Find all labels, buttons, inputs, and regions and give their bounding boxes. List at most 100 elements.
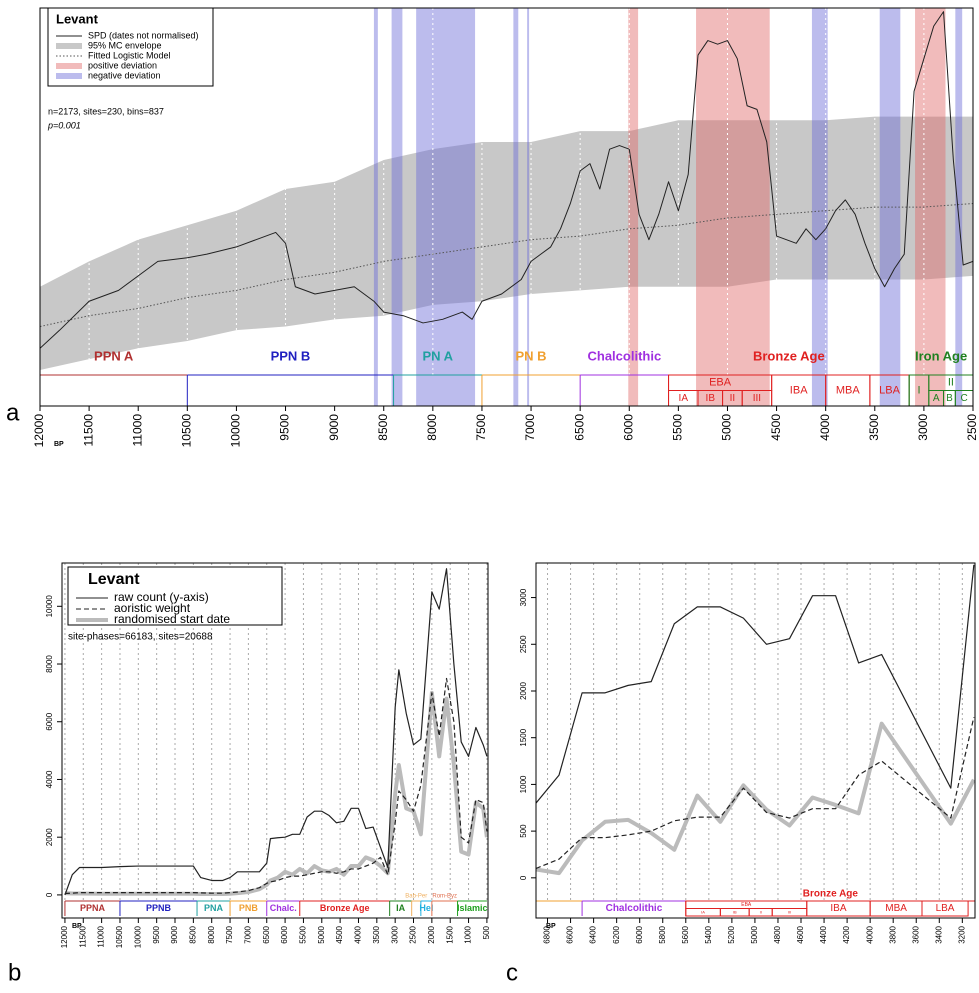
x-tick-label: 11000 bbox=[97, 925, 106, 947]
plot-area bbox=[536, 563, 975, 901]
x-tick-label: 6800 bbox=[543, 925, 552, 943]
period-label: Chalcolithic bbox=[588, 348, 662, 363]
x-tick-label: 3000 bbox=[390, 925, 399, 943]
x-tick-label: 6000 bbox=[280, 925, 289, 943]
period-label: PN B bbox=[516, 348, 547, 363]
negative-deviation bbox=[955, 8, 963, 406]
x-tick-label: 2000 bbox=[427, 925, 436, 943]
x-tick-label: 4500 bbox=[335, 925, 344, 943]
plot-frame bbox=[535, 562, 976, 919]
subperiod-label: LBA bbox=[879, 384, 900, 396]
negative-deviation bbox=[527, 8, 530, 406]
annotation: site-phases=66183, sites=20688 bbox=[68, 632, 213, 643]
x-tick-label: 1000 bbox=[464, 925, 473, 943]
negative-deviation bbox=[879, 8, 901, 406]
annotation: p=0.001 bbox=[47, 120, 81, 130]
period-label: Bab-Per bbox=[405, 894, 427, 900]
x-tick-label: 12000 bbox=[32, 414, 46, 448]
x-tick-label: 7000 bbox=[523, 414, 537, 441]
legend-label: SPD (dates not normalised) bbox=[88, 30, 199, 40]
y-tick-label: 8000 bbox=[45, 655, 54, 673]
y-tick-label: 1000 bbox=[519, 775, 528, 793]
legend-box bbox=[67, 566, 283, 626]
period-label: Rom-Byz bbox=[432, 894, 457, 900]
x-tick-label: 6500 bbox=[262, 925, 271, 943]
legend-title: Levant bbox=[88, 571, 140, 588]
negative-deviation bbox=[391, 8, 403, 406]
x-tick-label: 12000 bbox=[60, 925, 69, 948]
positive-deviation bbox=[696, 8, 770, 406]
y-tick-label: 3000 bbox=[519, 588, 528, 606]
positive-deviation bbox=[628, 8, 639, 406]
x-axis-label: BP bbox=[546, 923, 556, 930]
x-tick-label: 8000 bbox=[425, 414, 439, 441]
x-tick-label: 2500 bbox=[409, 925, 418, 943]
y-tick-label: 0 bbox=[519, 875, 528, 880]
subperiod-label: IBA bbox=[830, 903, 846, 914]
period-label: Bronze Age bbox=[753, 348, 825, 363]
x-tick-label: 3400 bbox=[934, 925, 943, 943]
period-label: Islamic bbox=[457, 903, 488, 913]
subperiod-label: MBA bbox=[885, 903, 907, 914]
legend-label: aoristic weight bbox=[114, 601, 191, 615]
subperiod-label: A bbox=[933, 393, 940, 404]
x-axis-label: BP bbox=[54, 441, 64, 448]
x-tick-label: 10000 bbox=[133, 925, 142, 948]
x-tick-label: 11500 bbox=[81, 414, 95, 447]
x-tick-label: 11000 bbox=[130, 414, 144, 447]
y-tick-label: 0 bbox=[45, 892, 54, 897]
panel: 12000 11500 11000 10500 10000 9500 9000 8500 800… bbox=[8, 562, 491, 986]
x-tick-label: 7000 bbox=[244, 925, 253, 943]
period-label: PPN A bbox=[94, 348, 134, 363]
legend-label: Fitted Logistic Model bbox=[88, 50, 171, 60]
x-tick-label: 5200 bbox=[727, 925, 736, 943]
x-tick-label: 6000 bbox=[621, 414, 635, 441]
x-tick-label: 8000 bbox=[207, 925, 216, 943]
period-label: Iron Age bbox=[915, 348, 967, 363]
x-tick-label: 9500 bbox=[278, 414, 292, 441]
panel-label: b bbox=[8, 959, 21, 986]
y-tick-label: 500 bbox=[519, 824, 528, 838]
subperiod-label: B bbox=[946, 393, 953, 404]
subperiod-label: EBA bbox=[741, 902, 752, 908]
period-label: PNA bbox=[204, 903, 224, 913]
x-tick-label: 5500 bbox=[671, 414, 685, 441]
period-label: Bronze Age bbox=[803, 889, 859, 900]
period-label: PPN B bbox=[271, 348, 311, 363]
y-tick-label: 2000 bbox=[45, 828, 54, 846]
x-tick-label: 6600 bbox=[566, 925, 575, 943]
panel-label: a bbox=[6, 399, 20, 426]
x-tick-label: 4800 bbox=[773, 925, 782, 943]
period-label: Chalcolithic bbox=[606, 903, 663, 914]
y-tick-label: 2500 bbox=[519, 635, 528, 653]
subperiod-label: III bbox=[788, 909, 791, 914]
x-tick-label: 3500 bbox=[867, 414, 881, 441]
x-tick-label: 3800 bbox=[888, 925, 897, 943]
subperiod-label: II bbox=[730, 393, 736, 404]
negative-deviation bbox=[811, 8, 828, 406]
period-label: IA bbox=[396, 903, 406, 913]
x-tick-label: 3500 bbox=[372, 925, 381, 943]
x-tick-label: 6200 bbox=[612, 925, 621, 943]
legend-label: negative deviation bbox=[88, 70, 161, 80]
x-tick-label: 7500 bbox=[225, 925, 234, 943]
period-label: PNB bbox=[239, 903, 259, 913]
period-label: Chalc. bbox=[270, 903, 297, 913]
subperiod-label: II bbox=[948, 377, 954, 389]
y-tick-label: 10000 bbox=[45, 595, 54, 618]
x-axis-label: BP bbox=[72, 923, 82, 930]
period-label: Hel bbox=[419, 903, 433, 913]
subperiod-label: C bbox=[961, 393, 968, 404]
subperiod-label: MBA bbox=[836, 384, 861, 396]
subperiod-label: I bbox=[917, 384, 920, 396]
x-tick-label: 8500 bbox=[188, 925, 197, 943]
subperiod-box bbox=[921, 900, 969, 917]
plot-area bbox=[40, 8, 973, 406]
y-tick-label: 6000 bbox=[45, 712, 54, 730]
x-tick-label: 7500 bbox=[474, 414, 488, 441]
subperiod-label: IA bbox=[679, 393, 689, 404]
x-tick-label: 11500 bbox=[78, 925, 87, 947]
period-label: PN A bbox=[422, 348, 453, 363]
